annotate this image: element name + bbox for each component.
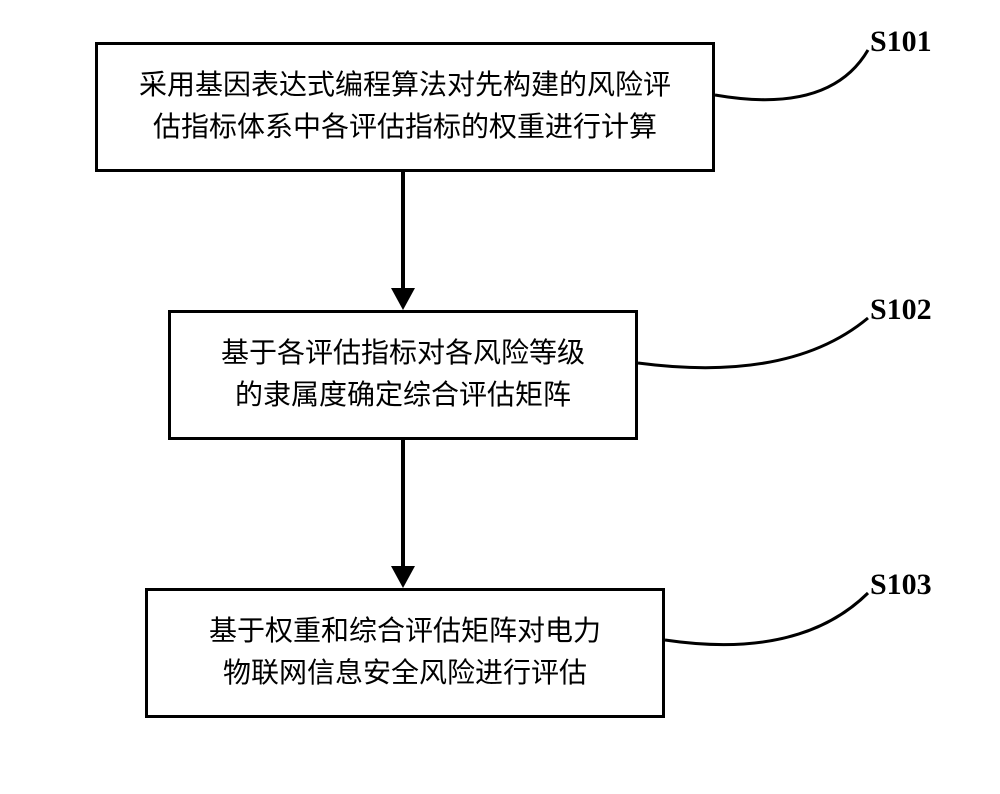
step-text-3-line1: 基于权重和综合评估矩阵对电力: [209, 616, 601, 647]
step-box-1: 采用基因表达式编程算法对先构建的风险评 估指标体系中各评估指标的权重进行计算: [95, 42, 715, 172]
step-label-2: S102: [870, 293, 932, 327]
step-text-3-line2: 物联网信息安全风险进行评估: [223, 658, 587, 689]
arrow-head-1: [391, 288, 415, 310]
step-box-2: 基于各评估指标对各风险等级 的隶属度确定综合评估矩阵: [168, 310, 638, 440]
step-text-2-line1: 基于各评估指标对各风险等级: [221, 338, 585, 369]
step-text-1-line2: 估指标体系中各评估指标的权重进行计算: [153, 112, 657, 143]
step-text-2-line2: 的隶属度确定综合评估矩阵: [235, 380, 571, 411]
step-label-1: S101: [870, 25, 932, 59]
connector-curve-1: [705, 40, 878, 125]
arrow-2: [401, 440, 405, 568]
connector-curve-2: [628, 308, 878, 393]
step-box-3: 基于权重和综合评估矩阵对电力 物联网信息安全风险进行评估: [145, 588, 665, 718]
step-label-3: S103: [870, 568, 932, 602]
arrow-1: [401, 172, 405, 290]
step-text-1-line1: 采用基因表达式编程算法对先构建的风险评: [139, 70, 671, 101]
connector-curve-3: [655, 583, 878, 670]
arrow-head-2: [391, 566, 415, 588]
flowchart-canvas: 采用基因表达式编程算法对先构建的风险评 估指标体系中各评估指标的权重进行计算 S…: [0, 0, 1000, 794]
